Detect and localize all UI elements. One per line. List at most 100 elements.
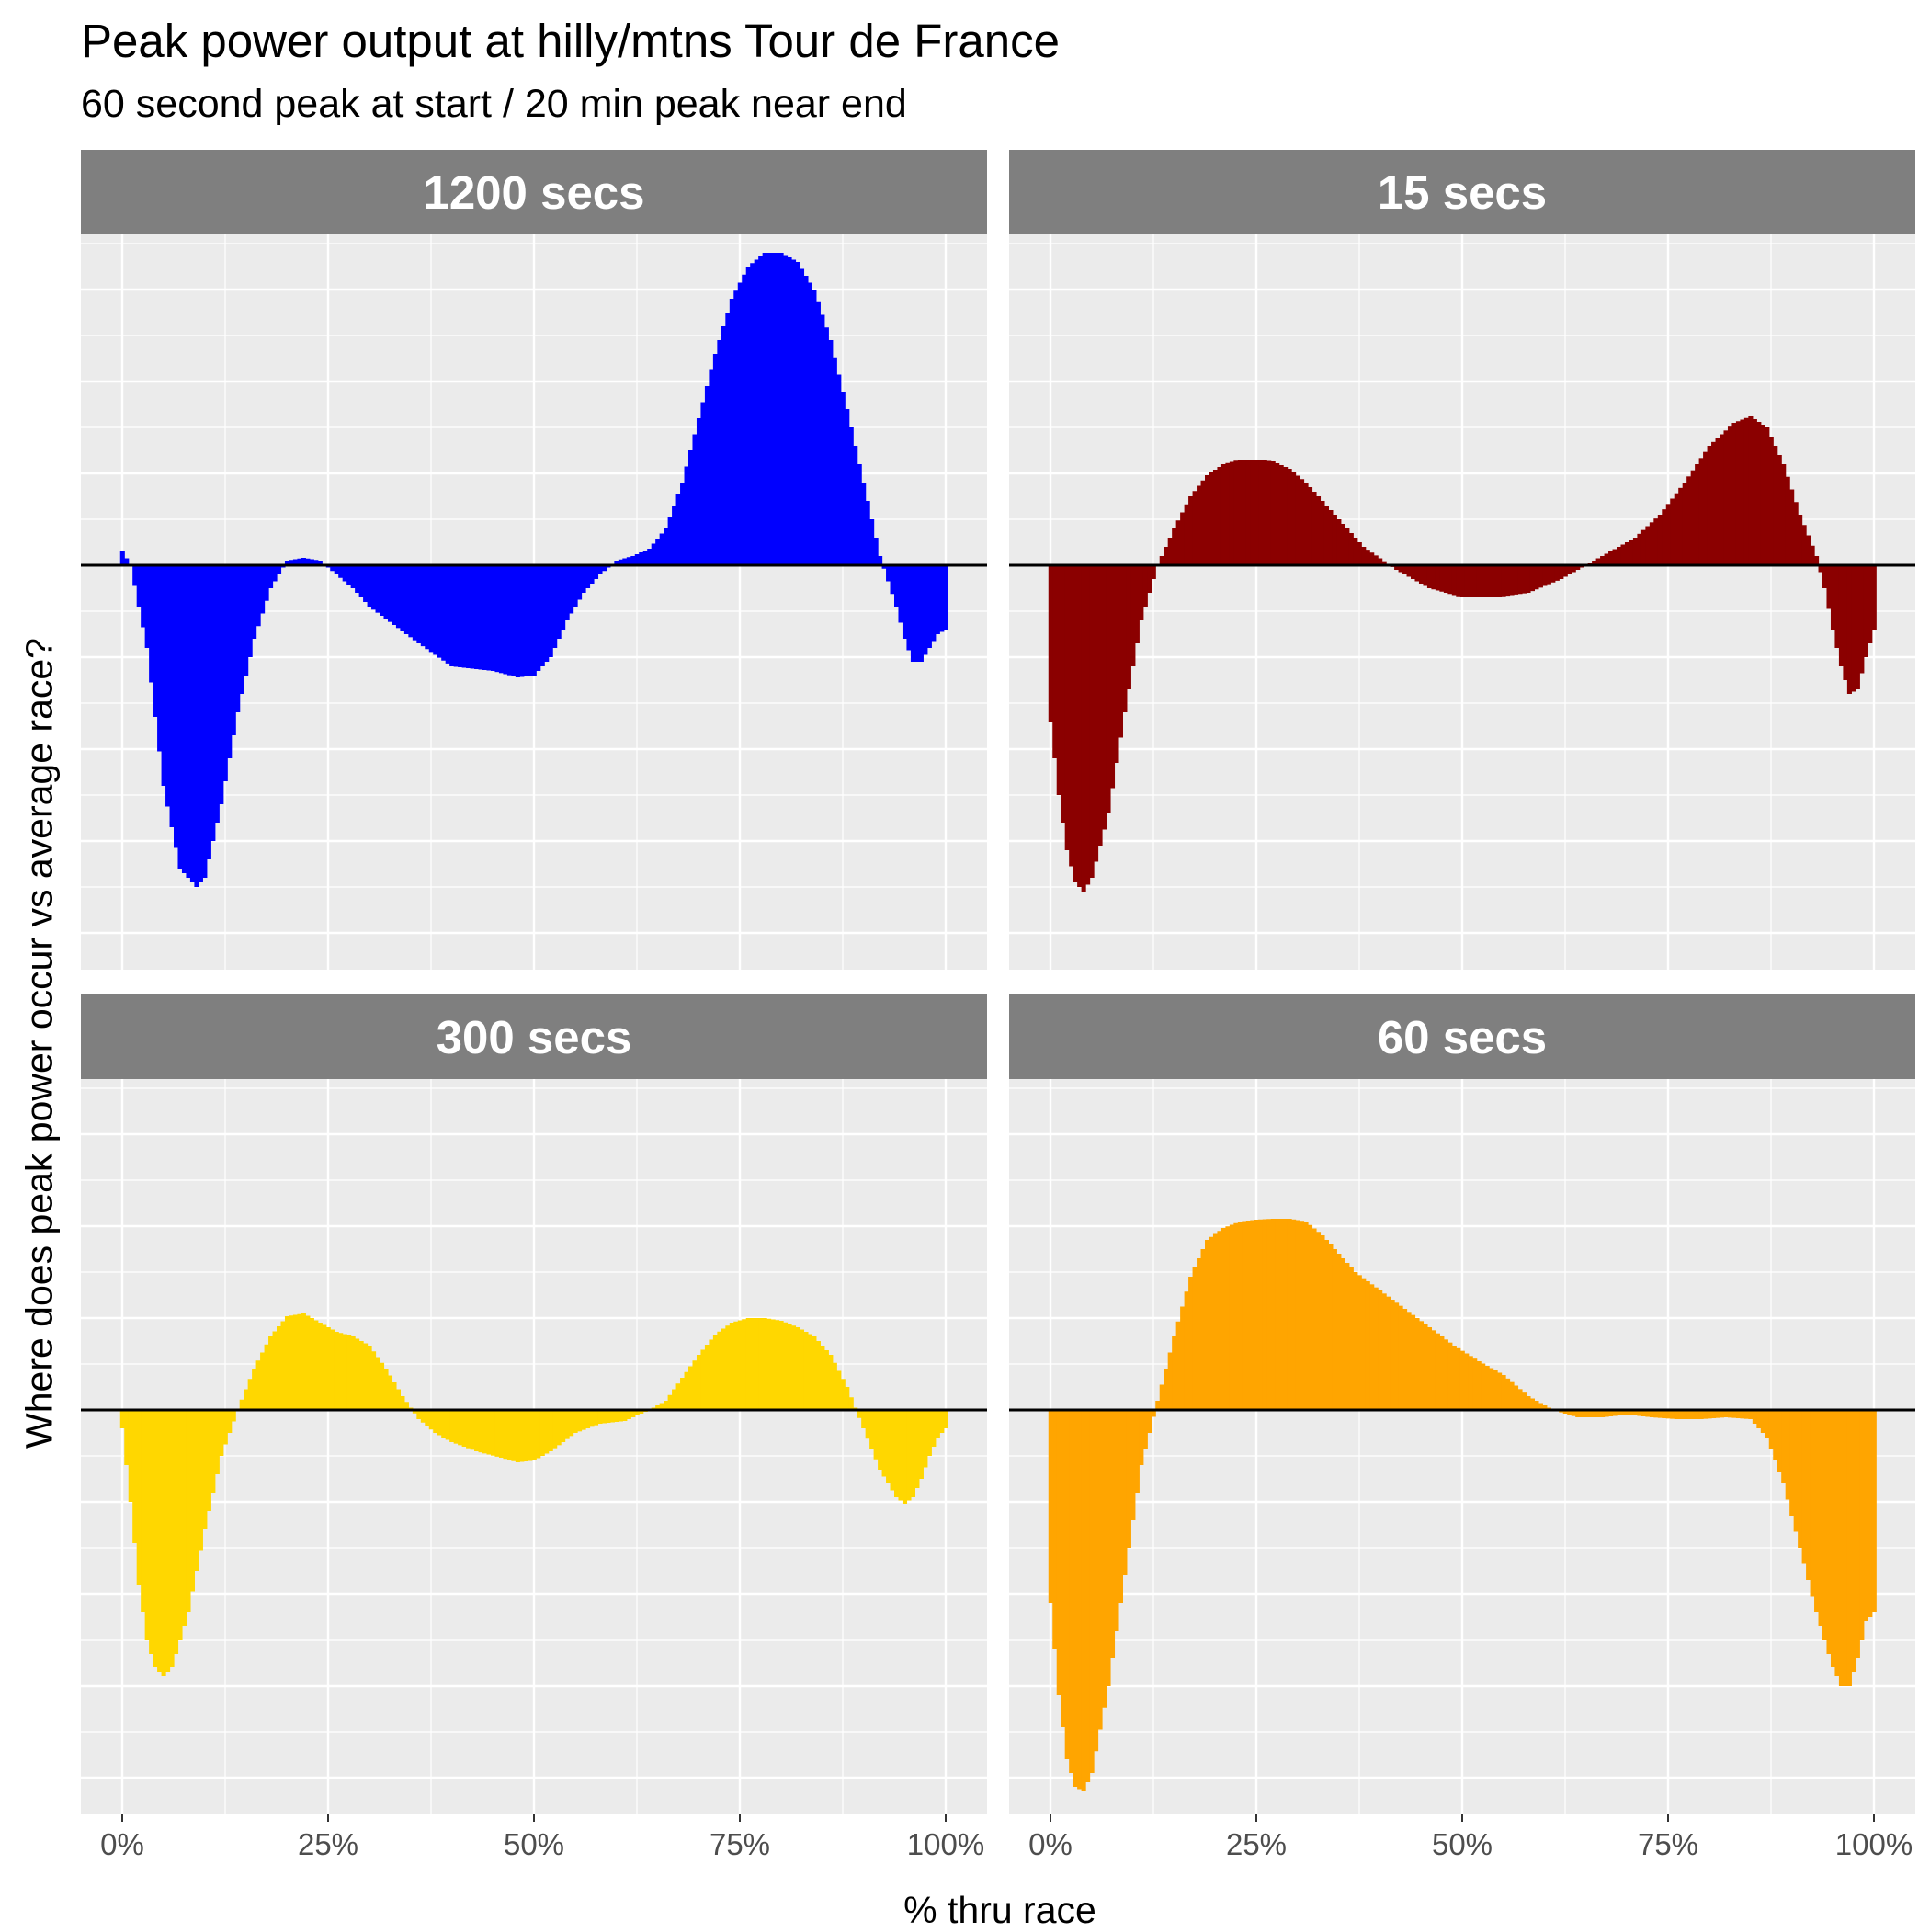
area-bar <box>437 1410 442 1436</box>
area-bar <box>1378 558 1383 565</box>
area-bar <box>676 1383 681 1410</box>
area-bar <box>1595 1410 1601 1417</box>
area-bar <box>1245 1221 1251 1410</box>
area-bar <box>1192 1267 1198 1410</box>
area-bar <box>136 1410 142 1585</box>
area-bar <box>1686 476 1692 565</box>
area-bar <box>1554 565 1560 581</box>
area-bar <box>511 565 517 676</box>
area-bar <box>206 565 211 859</box>
area-bar <box>762 1318 767 1410</box>
area-bar <box>346 565 352 585</box>
area-bar <box>1464 565 1470 597</box>
area-bar <box>227 1410 233 1433</box>
area-bar <box>1209 1236 1214 1410</box>
area-bar <box>1514 565 1519 595</box>
x-tick-label: 0% <box>1028 1827 1073 1861</box>
area-bar <box>1139 1410 1144 1465</box>
area-bar <box>157 565 163 752</box>
area-bar <box>1678 1410 1684 1419</box>
area-bar <box>1871 1410 1877 1612</box>
area-bar <box>1735 1410 1741 1418</box>
area-bar <box>395 1389 401 1410</box>
area-bar <box>1414 565 1420 582</box>
x-tick-label: 25% <box>1226 1827 1287 1861</box>
area-bar <box>1670 1410 1675 1419</box>
area-bar <box>1180 512 1186 565</box>
area-bar <box>433 565 438 655</box>
area-bar <box>1323 1240 1329 1410</box>
area-bar <box>1431 1330 1436 1410</box>
area-bar <box>478 565 483 670</box>
area-bar <box>392 1382 397 1410</box>
x-tick-label: 25% <box>298 1827 358 1861</box>
area-bar <box>1300 479 1305 565</box>
area-bar <box>1715 438 1720 565</box>
area-bar <box>1793 502 1799 565</box>
area-bar <box>1089 565 1095 878</box>
area-bar <box>593 1410 599 1426</box>
area-bar <box>1233 1222 1239 1410</box>
area-bar <box>1439 1336 1445 1410</box>
area-bar <box>186 565 191 878</box>
area-bar <box>1505 565 1511 597</box>
area-bar <box>1406 565 1412 577</box>
area-bar <box>1846 565 1852 694</box>
area-bar <box>416 1410 422 1419</box>
area-bar <box>1106 1410 1111 1686</box>
area-bar <box>1258 1219 1264 1410</box>
area-bar <box>552 565 558 648</box>
area-bar <box>754 259 759 565</box>
area-bar <box>1126 1410 1131 1548</box>
area-bar <box>820 1346 825 1410</box>
area-bar <box>277 565 282 574</box>
area-bar <box>659 533 664 565</box>
area-bar <box>1464 1353 1470 1410</box>
area-bar <box>531 1410 537 1460</box>
area-bar <box>692 1360 698 1410</box>
area-bar <box>597 1410 603 1424</box>
area-bar <box>593 565 599 579</box>
area-bar <box>486 565 492 671</box>
area-bar <box>840 1379 846 1410</box>
area-bar <box>1509 1381 1515 1410</box>
facet-strip-label: 1200 secs <box>423 166 644 219</box>
area-bar <box>1715 1410 1720 1418</box>
area-bar <box>783 255 789 565</box>
area-bar <box>425 565 430 650</box>
area-bar <box>428 565 434 653</box>
area-bar <box>630 1410 636 1417</box>
area-bar <box>174 565 179 848</box>
area-bar <box>1690 470 1696 565</box>
area-bar <box>1731 1410 1737 1418</box>
area-bar <box>1529 1398 1535 1410</box>
area-bar <box>556 565 562 639</box>
area-bar <box>1773 446 1778 565</box>
area-bar <box>1303 1222 1309 1410</box>
area-bar <box>1645 1410 1651 1417</box>
area-bar <box>823 327 829 565</box>
area-bar <box>1237 1222 1243 1410</box>
area-bar <box>371 565 377 610</box>
area-bar <box>482 1410 488 1454</box>
area-bar <box>470 565 475 669</box>
area-bar <box>544 1410 550 1454</box>
area-bar <box>823 1350 829 1410</box>
area-bar <box>1151 1410 1156 1417</box>
area-bar <box>403 1402 409 1410</box>
area-bar <box>264 565 269 601</box>
area-bar <box>1806 535 1811 565</box>
area-bar <box>1575 1410 1581 1417</box>
area-bar <box>227 565 233 758</box>
area-bar <box>836 374 842 565</box>
area-bar <box>1653 518 1659 565</box>
area-bar <box>342 565 347 582</box>
area-bar <box>672 1389 677 1410</box>
area-bar <box>1785 1410 1790 1500</box>
area-bar <box>255 1360 261 1410</box>
facet-panel: 1200 secs <box>81 150 987 970</box>
area-bar <box>539 1410 545 1456</box>
area-bar <box>375 565 380 613</box>
area-bar <box>400 565 405 631</box>
area-bar <box>614 1410 619 1422</box>
